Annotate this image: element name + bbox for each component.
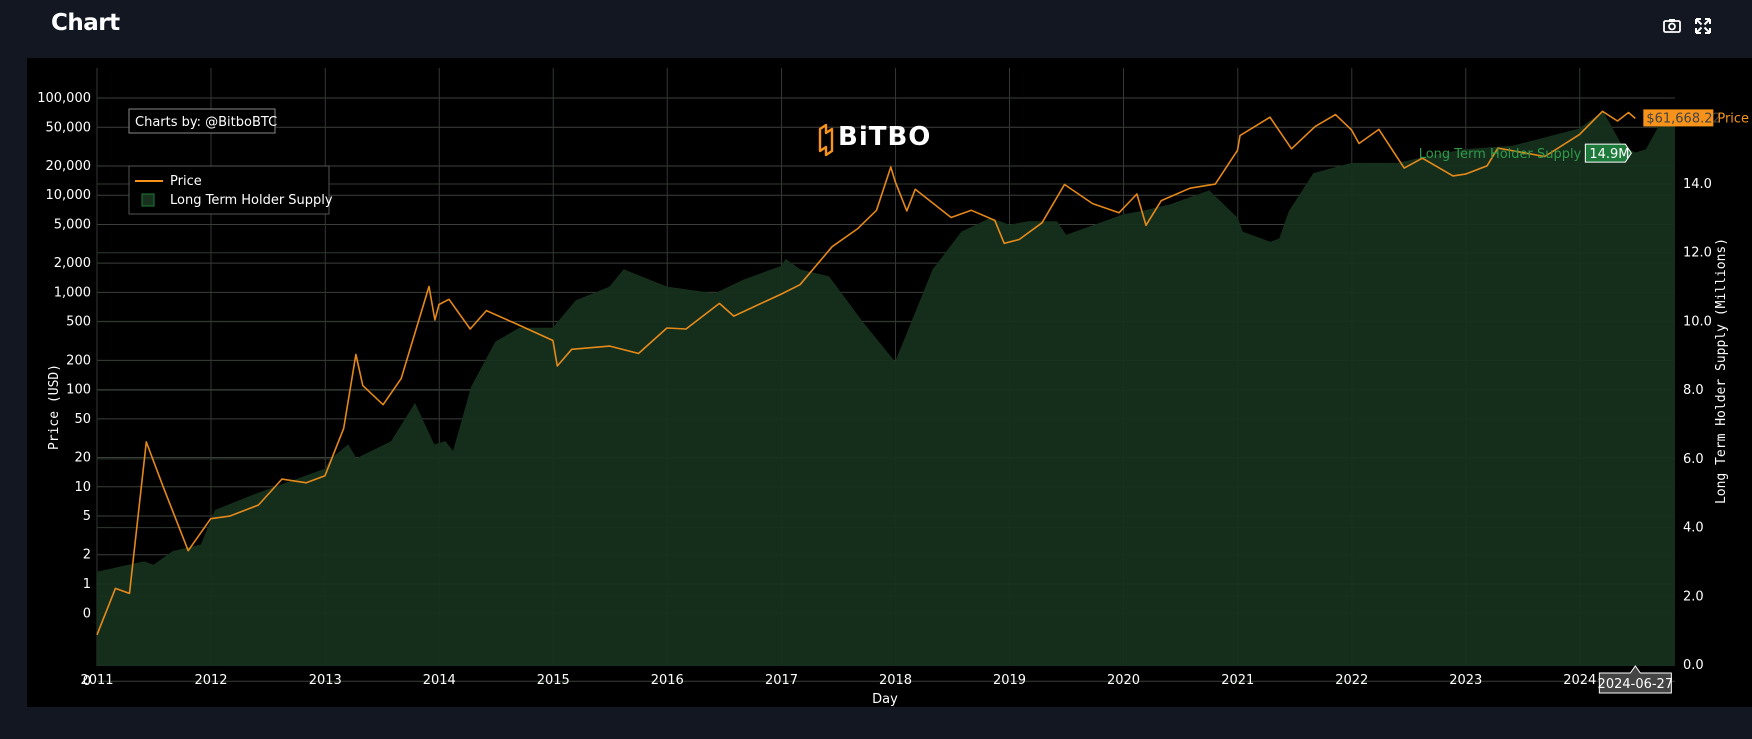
y-left-tick-label: 200 [66,353,91,368]
bitbo-logo-text: BiTBO [838,122,931,152]
y-left-tick-label: 10,000 [46,188,92,203]
y-right-tick-label: 0.0 [1683,658,1704,673]
series-area-long-term-holder-supply [97,111,1675,666]
x-tick-label: 2011 [80,673,113,688]
y-right-tick-label: 14.0 [1683,177,1712,192]
y-right-tick-label: 12.0 [1683,246,1712,261]
x-tick-label: 2022 [1335,673,1368,688]
x-tick-label: 2018 [879,673,912,688]
y-left-tick-label: 100 [66,383,91,398]
y-left-tick-label: 20,000 [46,159,92,174]
x-tick-label: 2014 [423,673,456,688]
x-tick-label: 2020 [1107,673,1140,688]
x-tick-label: 2019 [993,673,1026,688]
hover-price-value: $61,668.22 [1646,111,1720,126]
hover-date-value: 2024-06-27 [1598,677,1674,692]
y-left-tick-label: 2 [83,548,91,563]
y-right-tick-label: 10.0 [1683,314,1712,329]
fullscreen-icon[interactable] [1693,16,1713,36]
y-left-tick-label: 50 [74,412,91,427]
x-tick-label: 2023 [1449,673,1482,688]
chart-canvas[interactable]: 100,000 50,000 20,000 10,000 5,000 2,000 1,000… [27,58,1752,707]
y-right-tick-label: 8.0 [1683,383,1704,398]
x-tick-label: 2016 [651,673,684,688]
legend-label-supply: Long Term Holder Supply [170,193,333,208]
series-line-long-term-holder-supply [96,111,1676,573]
y-left-tick-label: 5 [83,509,91,524]
page-title: Chart [51,10,120,36]
credit-box: Charts by: @BitboBTC [128,108,277,134]
credit-text: Charts by: @BitboBTC [135,115,277,130]
y-left-tick-label: 10 [74,480,91,495]
hover-label-price: $61,668.22 Price [1643,109,1749,127]
hover-price-series: Price [1717,111,1749,126]
chart-panel: 100,000 50,000 20,000 10,000 5,000 2,000 1,000… [27,58,1752,707]
y-left-tick-label: 1 [83,577,91,592]
hover-supply-value: 14.9M [1589,147,1629,162]
x-tick-label: 2024 [1563,673,1596,688]
y-right-tick-label: 6.0 [1683,452,1704,467]
y-left-tick-label: 1,000 [54,285,91,300]
y-left-tick-label: 0 [83,674,91,689]
camera-icon[interactable] [1662,16,1682,36]
legend-swatch-supply [141,193,155,207]
legend-label-price: Price [170,174,202,189]
bitbo-logo: BiTBO [818,122,931,157]
y-axis-left-ticks: 100,000 50,000 20,000 10,000 5,000 2,000 1,000… [37,91,91,689]
y-left-tick-label: 50,000 [46,120,92,135]
y-left-tick-label: 2,000 [54,256,91,271]
y-left-tick-label: 5,000 [54,217,91,232]
y-left-tick-label: 0 [83,606,91,621]
y-axis-right-ticks: 14.0 12.0 10.0 8.0 6.0 4.0 2.0 0.0 [1683,177,1712,673]
x-tick-label: 2012 [194,673,227,688]
hover-label-supply: Long Term Holder Supply 14.9M [1419,143,1632,163]
y-axis-right-label: Long Term Holder Supply (Millions) [1714,238,1729,504]
x-tick-label: 2015 [537,673,570,688]
y-left-tick-label: 500 [66,315,91,330]
y-left-tick-label: 20 [74,451,91,466]
x-axis-ticks: 2011 2012 2013 2014 2015 2016 2017 2018 2019 2020… [80,673,1596,688]
x-tick-label: 2017 [765,673,798,688]
x-tick-label: 2021 [1221,673,1254,688]
series-line-price [96,110,1636,636]
y-axis-left-label: Price (USD) [47,364,62,450]
y-right-tick-label: 4.0 [1683,521,1704,536]
hover-label-date: 2024-06-27 [1598,665,1674,694]
x-axis-label: Day [872,692,898,707]
y-left-tick-label: 100,000 [37,91,91,106]
x-tick-label: 2013 [309,673,342,688]
hover-supply-series: Long Term Holder Supply [1419,147,1582,162]
y-right-tick-label: 2.0 [1683,589,1704,604]
chart-header: Chart [0,0,1752,58]
legend: Price Long Term Holder Supply [128,165,333,215]
